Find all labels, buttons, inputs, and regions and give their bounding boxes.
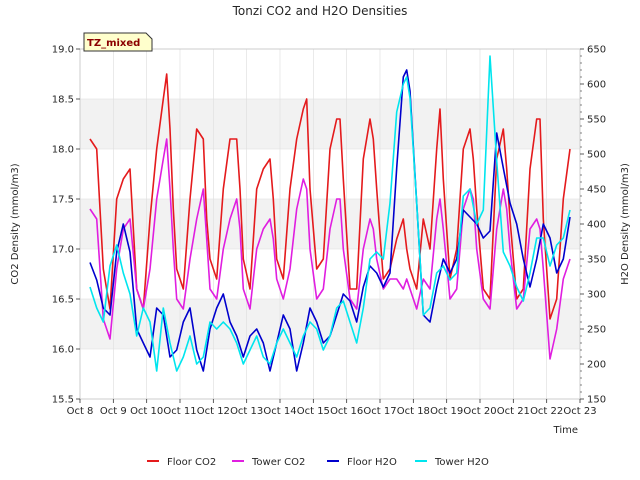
x-tick-label: Oct 10 [130, 406, 163, 417]
right-tick-label: 350 [587, 255, 606, 266]
legend: Floor CO2 Tower CO2 Floor H2O Tower H2O [147, 457, 489, 468]
legend-label: Tower CO2 [251, 457, 305, 468]
x-tick-label: Oct 8 [67, 406, 94, 417]
right-axis-title: H2O Density (mmol/m3) [620, 163, 631, 285]
site-label: TZ_mixed [87, 38, 140, 49]
x-tick-label: Oct 14 [263, 406, 296, 417]
site-label-box: TZ_mixed [83, 32, 153, 52]
x-tick-label: Oct 12 [197, 406, 230, 417]
right-tick-label: 600 [587, 80, 606, 91]
series-line [89, 73, 571, 320]
left-axis-title: CO2 Density (mmol/m3) [10, 163, 21, 284]
x-tick-label: Oct 9 [100, 406, 127, 417]
plot-band [80, 199, 580, 249]
right-tick-label: 500 [587, 150, 606, 161]
right-tick-label: 200 [587, 360, 606, 371]
plot-band [80, 249, 580, 299]
x-tick-label: Oct 17 [363, 406, 396, 417]
right-tick-label: 250 [587, 325, 606, 336]
right-axis-ticks: 150 200 250 300 350 400 450 500 550 600 650 [580, 45, 606, 406]
x-tick-label: Oct 13 [230, 406, 263, 417]
x-tick-label: Oct 22 [530, 406, 563, 417]
right-tick-label: 150 [587, 395, 606, 406]
plot-band [80, 49, 580, 99]
right-tick-label: 650 [587, 45, 606, 56]
left-tick-label: 18.0 [52, 145, 74, 156]
x-tick-label: Oct 21 [497, 406, 530, 417]
left-tick-label: 18.5 [52, 95, 74, 106]
series-layer [89, 55, 571, 372]
left-tick-label: 17.5 [52, 195, 74, 206]
x-tick-label: Oct 11 [163, 406, 196, 417]
x-axis-title: Time [553, 425, 578, 436]
right-tick-label: 400 [587, 220, 606, 231]
chart-title: Tonzi CO2 and H2O Densities [232, 4, 408, 18]
plot-band [80, 349, 580, 399]
x-tick-label: Oct 16 [330, 406, 363, 417]
legend-label: Floor H2O [347, 457, 397, 468]
x-tick-label: Oct 18 [397, 406, 430, 417]
series-line [89, 138, 571, 360]
right-tick-label: 300 [587, 290, 606, 301]
left-tick-label: 15.5 [52, 395, 74, 406]
x-tick-label: Oct 23 [563, 406, 596, 417]
series-line [89, 69, 571, 372]
left-tick-label: 19.0 [52, 45, 74, 56]
series-line [89, 55, 571, 372]
left-tick-label: 17.0 [52, 245, 74, 256]
x-axis-ticks: Oct 8 Oct 9 Oct 10 Oct 11 Oct 12 Oct 13 Oct 14… [67, 399, 597, 417]
right-tick-label: 550 [587, 115, 606, 126]
left-axis-ticks: 15.5 16.0 16.5 17.0 17.5 18.0 18.5 19.0 [52, 45, 80, 406]
legend-label: Tower H2O [434, 457, 489, 468]
plot-background [80, 49, 580, 399]
right-tick-label: 450 [587, 185, 606, 196]
left-tick-label: 16.5 [52, 295, 74, 306]
x-tick-label: Oct 20 [463, 406, 496, 417]
x-tick-label: Oct 15 [297, 406, 330, 417]
legend-label: Floor CO2 [167, 457, 216, 468]
left-tick-label: 16.0 [52, 345, 74, 356]
x-tick-label: Oct 19 [430, 406, 463, 417]
